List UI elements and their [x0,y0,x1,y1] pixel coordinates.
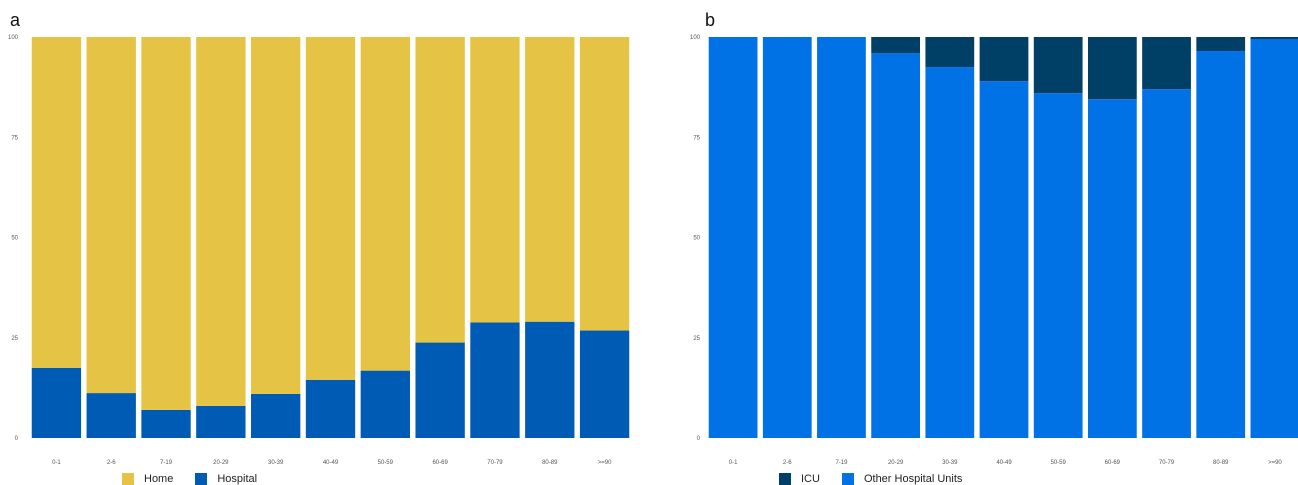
bar-hospital-0-1 [31,367,82,438]
x-tick-label-70-79: 70-79 [487,460,503,466]
bar-other-hospital-units-7-19 [817,37,866,438]
x-tick-label-50-59: 50-59 [1051,460,1067,466]
y-tick-label-25: 25 [693,336,700,342]
legend-item-hospital: Hospital [195,473,257,485]
x-tick-label-60-69: 60-69 [1105,460,1121,466]
bar-icu-60-69 [1087,37,1137,100]
x-tick-label-60-69: 60-69 [432,460,448,466]
y-tick-label-0: 0 [15,436,19,442]
y-tick-label-50: 50 [693,236,700,242]
chart-b: 0 25 50 75 100 0-1 2-6 7-19 20-29 30-39 40-49 50-59… [690,35,1298,466]
panel-a-label: a [10,10,21,30]
x-tick-label-2-6: 2-6 [107,460,116,466]
bar-icu-80-89 [1196,37,1246,52]
bar-home-60-69 [415,37,465,343]
x-tick-label-7-19: 7-19 [835,460,848,466]
panel-a: a 0 25 50 75 100 0-1 2-6 7-19 20-29 30-39 40-49 50-… [0,0,649,485]
legend-swatch-home [122,473,134,485]
x-tick-label-2-6: 2-6 [783,460,792,466]
legend-item-icu: ICU [779,473,820,485]
legend-label-icu: ICU [801,473,820,485]
y-tick-label-100: 100 [8,35,19,41]
bar-home-30-39 [251,37,301,394]
bar-other-hospital-units-2-6 [762,37,812,438]
bar-other-hospital-units-50-59 [1033,93,1083,438]
bar-icu-50-59 [1033,37,1083,94]
bar-home-20-29 [196,37,246,406]
bar-home-2-6 [86,37,136,394]
bar-hospital-40-49 [305,379,356,438]
bar-icu-70-79 [1142,37,1191,90]
legend-swatch-icu [779,473,791,485]
bar-icu-20-29 [871,37,921,54]
bar-hospital-30-39 [251,393,301,438]
x-tick-label-ge-90: >=90 [1268,460,1282,466]
x-tick-label-ge-90: >=90 [598,460,612,466]
panel-b: b 0 25 50 75 100 0-1 2-6 7-19 20-29 30-39 40-49 50-… [649,0,1298,485]
bar-other-hospital-units-20-29 [871,53,921,438]
x-tick-label-80-89: 80-89 [1213,460,1229,466]
bar-hospital-50-59 [360,370,410,438]
x-tick-label-0-1: 0-1 [729,460,738,466]
bar-other-hospital-units-30-39 [925,67,975,438]
bar-hospital-ge-90 [579,330,630,438]
bar-icu-40-49 [979,37,1029,82]
bar-hospital-2-6 [86,393,136,438]
legend-swatch-other-hospital-units [841,473,854,485]
bar-home-0-1 [31,37,82,368]
legend-swatch-hospital [195,473,208,485]
legend-label-hospital: Hospital [217,473,258,485]
bar-hospital-60-69 [415,342,465,438]
x-tick-label-40-49: 40-49 [323,460,339,466]
legend-a: Home Hospital [122,473,279,485]
x-tick-label-30-39: 30-39 [942,460,958,466]
bar-home-ge-90 [579,37,630,331]
bar-hospital-7-19 [141,409,191,438]
x-tick-label-20-29: 20-29 [213,460,229,466]
chart-a: 0 25 50 75 100 0-1 2-6 7-19 20-29 30-39 40-49 50-59… [8,35,630,466]
x-tick-label-50-59: 50-59 [378,460,394,466]
y-tick-label-25: 25 [11,336,18,342]
y-tick-label-75: 75 [11,135,18,141]
bar-home-40-49 [305,37,356,380]
y-tick-label-100: 100 [690,35,701,41]
x-tick-label-20-29: 20-29 [888,460,904,466]
bar-other-hospital-units-40-49 [979,81,1029,439]
legend-item-other-hospital-units: Other Hospital Units [841,473,963,485]
bar-home-80-89 [525,37,575,322]
bar-hospital-70-79 [470,322,520,438]
panel-b-label: b [705,10,716,30]
y-tick-label-0: 0 [697,436,701,442]
x-tick-label-0-1: 0-1 [52,460,61,466]
x-tick-label-7-19: 7-19 [160,460,173,466]
legend-b: ICU Other Hospital Units [779,473,984,485]
x-tick-label-40-49: 40-49 [996,460,1012,466]
bar-home-50-59 [360,37,410,371]
legend-item-home: Home [122,473,173,485]
bar-other-hospital-units-ge-90 [1250,39,1298,438]
y-tick-label-50: 50 [11,236,18,242]
bar-home-7-19 [141,37,191,410]
legend-label-other-hospital-units: Other Hospital Units [863,473,963,485]
bar-other-hospital-units-60-69 [1087,99,1137,438]
bar-icu-ge-90 [1250,37,1298,40]
bar-hospital-20-29 [196,405,246,438]
bar-other-hospital-units-0-1 [708,37,758,438]
bar-icu-30-39 [925,37,975,68]
x-tick-label-70-79: 70-79 [1159,460,1175,466]
bar-other-hospital-units-80-89 [1196,51,1246,438]
x-tick-label-80-89: 80-89 [542,460,558,466]
y-tick-label-75: 75 [693,135,700,141]
legend-label-home: Home [144,473,174,485]
bar-hospital-80-89 [525,321,575,438]
bar-home-70-79 [470,37,520,323]
bar-other-hospital-units-70-79 [1142,89,1191,438]
x-tick-label-30-39: 30-39 [268,460,284,466]
